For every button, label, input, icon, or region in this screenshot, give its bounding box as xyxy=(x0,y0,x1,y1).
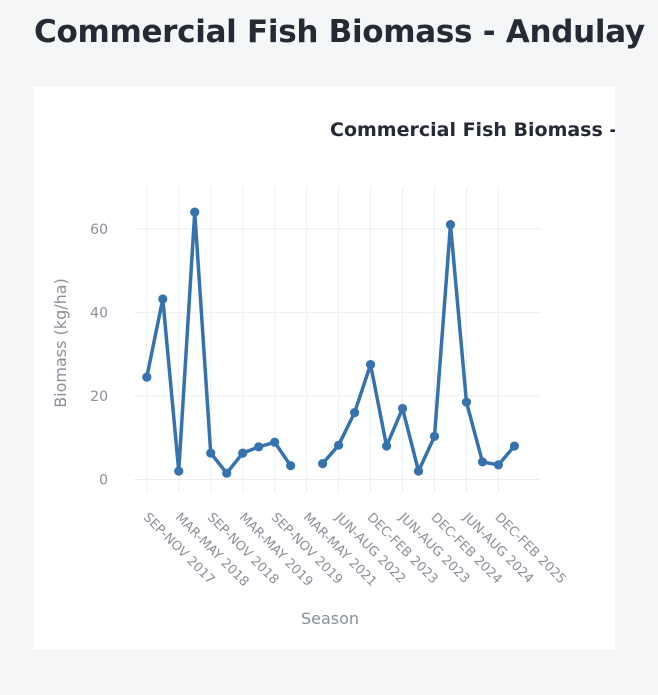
chart-card: 0 20 40 60 SEP-NOV 2017 MAR-MAY 2018 SEP-NOV … xyxy=(34,87,615,649)
data-point xyxy=(174,466,184,476)
chart-title: Commercial Fish Biomass - Andulay xyxy=(330,119,615,141)
series-line xyxy=(145,210,293,475)
x-axis-title: Season xyxy=(301,609,359,628)
data-point xyxy=(190,207,200,217)
data-point xyxy=(142,372,152,382)
data-point xyxy=(286,461,296,471)
data-point xyxy=(429,431,440,442)
data-point xyxy=(397,403,408,414)
data-point xyxy=(477,457,488,467)
data-point xyxy=(270,437,280,447)
data-point xyxy=(509,441,520,451)
chart-grid xyxy=(134,187,540,492)
data-point xyxy=(206,448,216,458)
data-point xyxy=(254,442,264,452)
y-axis: 0 20 40 60 xyxy=(90,222,108,489)
data-point xyxy=(238,448,248,458)
page-title: Commercial Fish Biomass - Andulay xyxy=(34,14,645,50)
data-point xyxy=(158,294,168,304)
data-point xyxy=(445,220,456,230)
data-point xyxy=(333,440,344,450)
series-line xyxy=(320,222,517,473)
data-point xyxy=(381,441,392,451)
y-tick-label: 20 xyxy=(90,389,108,405)
y-axis-title: Biomass (kg/ha) xyxy=(51,278,70,408)
data-point xyxy=(461,397,472,407)
y-tick-label: 60 xyxy=(90,222,108,238)
y-tick-label: 40 xyxy=(90,305,108,321)
data-point xyxy=(349,408,360,418)
data-point xyxy=(365,359,376,370)
data-point xyxy=(413,466,424,476)
y-tick-label: 0 xyxy=(99,472,108,488)
data-point xyxy=(493,460,504,470)
data-point xyxy=(318,458,328,469)
series-group xyxy=(142,207,520,478)
data-point xyxy=(222,468,232,478)
